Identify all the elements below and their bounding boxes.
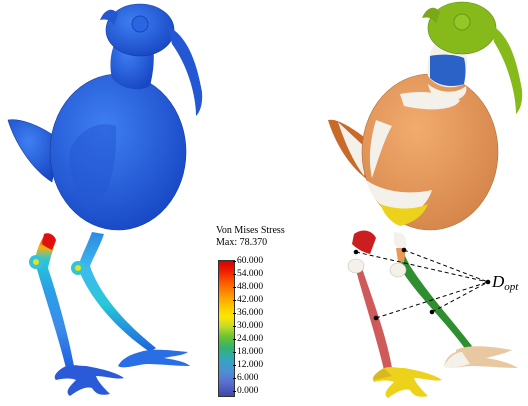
legend-tick: 42.000	[232, 295, 264, 305]
legend-tick: 18.000	[232, 347, 264, 357]
d-opt-label: Dopt	[492, 272, 518, 293]
legend-max-value: Max: 78.370	[216, 237, 268, 248]
legend-tick: 60.000	[232, 256, 264, 266]
d-opt-symbol: D	[492, 272, 505, 291]
legend-tick: 30.000	[232, 321, 264, 331]
d-opt-subscript: opt	[504, 281, 519, 293]
legend-tick: 6.000	[232, 373, 259, 383]
stress-beak	[168, 26, 203, 116]
target-point	[485, 279, 491, 285]
anchor-point	[353, 249, 359, 255]
stress-tail	[7, 119, 61, 183]
stress-back-leg	[78, 232, 156, 352]
legend-tick: 36.000	[232, 308, 264, 318]
segmented-model	[328, 1, 523, 398]
legend-tick: 24.000	[232, 334, 264, 344]
legend-tick: 48.000	[232, 282, 264, 292]
anchor-point	[401, 247, 407, 253]
segment-back-leg	[401, 250, 472, 350]
legend-tick: 0.000	[232, 386, 259, 396]
stress-back-foot	[118, 349, 190, 368]
legend-tick: 54.000	[232, 269, 264, 279]
anchor-point	[373, 315, 379, 321]
stress-model	[7, 3, 203, 396]
segment-beak	[490, 24, 523, 114]
stress-front-foot	[54, 365, 124, 396]
optimal-distance-lines	[353, 247, 491, 321]
legend-tick: 12.000	[232, 360, 264, 370]
anchor-point	[429, 309, 435, 315]
stress-front-leg	[35, 236, 74, 368]
legend-title: Von Mises Stress	[216, 225, 285, 236]
stress-colorbar	[218, 260, 235, 397]
